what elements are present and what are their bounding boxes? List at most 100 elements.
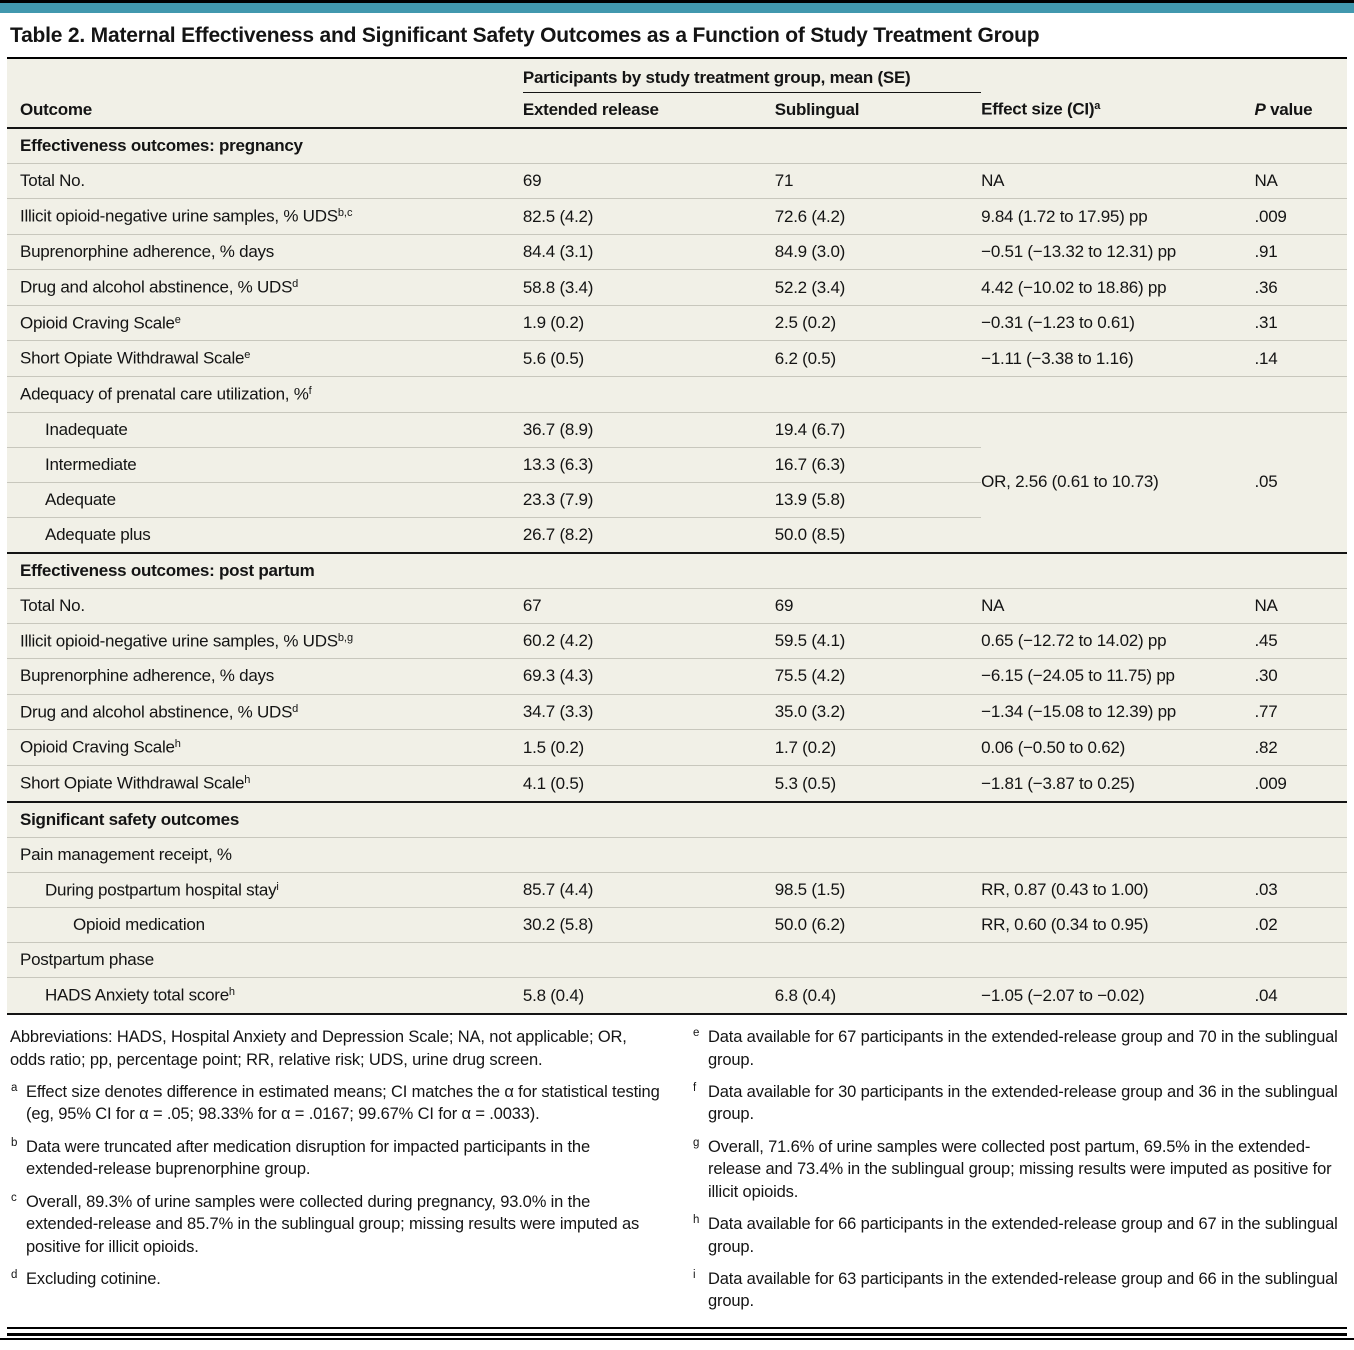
cell-extended-release: 82.5 (4.2): [522, 198, 775, 235]
cell-outcome: Opioid Craving Scalee: [7, 304, 523, 341]
cell-extended-release: 26.7 (8.2): [522, 516, 775, 553]
section-label: Effectiveness outcomes: pregnancy: [20, 136, 303, 156]
bottom-edge-rule: [0, 1338, 1354, 1341]
cell-sublingual: 50.0 (6.2): [774, 907, 982, 943]
table-row: Opioid Craving Scaleh 1.5 (0.2) 1.7 (0.2…: [7, 729, 1347, 766]
column-header-p-value: P value: [1254, 59, 1347, 130]
column-header-outcome: Outcome: [7, 59, 523, 130]
cell-effect-size: RR, 0.87 (0.43 to 1.00): [981, 871, 1255, 908]
table-row: Buprenorphine adherence, % days 69.3 (4.…: [7, 658, 1347, 694]
table-row: During postpartum hospital stayi 85.7 (4…: [7, 871, 1347, 908]
header-columns-row: Extended release Sublingual: [7, 92, 1347, 130]
cell-sublingual: 98.5 (1.5): [774, 871, 982, 908]
cell-p-value-merged: .05: [1254, 411, 1347, 553]
cell-p-value: NA: [1254, 587, 1347, 624]
cell-sublingual: 19.4 (6.7): [774, 411, 982, 448]
cell-effect-size: 9.84 (1.72 to 17.95) pp: [981, 198, 1255, 235]
table-row: Short Opiate Withdrawal Scaleh 4.1 (0.5)…: [7, 764, 1347, 802]
cell-extended-release: 5.6 (0.5): [522, 340, 775, 377]
cell-sublingual: 52.2 (3.4): [774, 268, 982, 306]
header-spanner-row: Outcome Participants by study treatment …: [7, 59, 1347, 130]
cell-sublingual: 16.7 (6.3): [774, 446, 982, 483]
cell-extended-release: 4.1 (0.5): [522, 764, 775, 802]
cell-sublingual: 6.8 (0.4): [774, 977, 982, 1015]
cell-p-value: .36: [1254, 268, 1347, 306]
accent-bar: [0, 3, 1354, 13]
cell-p-value: .03: [1254, 871, 1347, 908]
cell-outcome: Drug and alcohol abstinence, % UDSd: [7, 268, 523, 306]
abbreviations-note: Abbreviations: HADS, Hospital Anxiety an…: [10, 1028, 627, 1069]
footnotes-left-column: Abbreviations: HADS, Hospital Anxiety an…: [10, 1026, 662, 1323]
cell-extended-release: 1.9 (0.2): [522, 304, 775, 341]
footnote-b: b Data were truncated after medication di…: [11, 1136, 590, 1179]
footnote-g: g Overall, 71.6% of urine samples were co…: [693, 1136, 1332, 1201]
cell-p-value: .30: [1254, 658, 1347, 694]
table-row: Adequate plus 26.7 (8.2) 50.0 (8.5): [7, 516, 1347, 553]
table-title: Table 2. Maternal Effectiveness and Sign…: [10, 24, 1040, 47]
cell-p-value: .45: [1254, 622, 1347, 659]
cell-extended-release: 85.7 (4.4): [522, 871, 775, 908]
footnote-a: a Effect size denotes difference in estim…: [11, 1081, 660, 1124]
group-label: Pain management receipt, %: [7, 836, 1347, 873]
cell-effect-size: NA: [981, 587, 1255, 624]
cell-extended-release: 1.5 (0.2): [522, 729, 775, 766]
top-rule: [0, 0, 1354, 3]
table-row: Drug and alcohol abstinence, % UDSd 58.8…: [7, 268, 1347, 306]
outcomes-table: Outcome Participants by study treatment …: [7, 59, 1347, 1016]
cell-sublingual: 72.6 (4.2): [774, 198, 982, 235]
cell-sublingual: 75.5 (4.2): [774, 658, 982, 694]
cell-p-value: .82: [1254, 729, 1347, 766]
table-row: Adequate 23.3 (7.9) 13.9 (5.8): [7, 481, 1347, 518]
cell-effect-size: −1.11 (−3.38 to 1.16): [981, 340, 1255, 377]
footnote-d: d Excluding cotinine.: [11, 1269, 161, 1288]
table-row: Opioid Craving Scalee 1.9 (0.2) 2.5 (0.2…: [7, 304, 1347, 341]
table-row: Buprenorphine adherence, % days 84.4 (3.…: [7, 233, 1347, 270]
table-page: Table 2. Maternal Effectiveness and Sign…: [0, 13, 1354, 1338]
section-label: Effectiveness outcomes: post partum: [7, 551, 1347, 589]
footnotes: Abbreviations: HADS, Hospital Anxiety an…: [7, 1015, 1347, 1323]
cell-outcome: During postpartum hospital stayi: [7, 871, 523, 908]
section-row: Significant safety outcomes: [7, 800, 1347, 838]
cell-extended-release: 5.8 (0.4): [522, 977, 775, 1015]
cell-outcome: Short Opiate Withdrawal Scaleh: [7, 764, 523, 802]
cell-effect-size: 0.65 (−12.72 to 14.02) pp: [981, 622, 1255, 659]
cell-sublingual: 13.9 (5.8): [774, 481, 982, 518]
table-row: Short Opiate Withdrawal Scalee 5.6 (0.5)…: [7, 340, 1347, 377]
group-row: Adequacy of prenatal care utilization, %…: [7, 375, 1347, 413]
table-row: Intermediate 13.3 (6.3) 16.7 (6.3): [7, 446, 1347, 483]
table-row: Total No. 67 69 NA NA: [7, 587, 1347, 624]
cell-outcome: Total No.: [7, 587, 523, 624]
cell-outcome: Opioid medication: [7, 907, 523, 943]
column-header-sublingual: Sublingual: [774, 92, 982, 130]
cell-effect-size-merged: OR, 2.56 (0.61 to 10.73): [981, 411, 1255, 553]
table-row: Total No. 69 71 NA NA: [7, 163, 1347, 199]
cell-effect-size: 0.06 (−0.50 to 0.62): [981, 729, 1255, 766]
cell-outcome: Buprenorphine adherence, % days: [7, 233, 523, 270]
section-label: Significant safety outcomes: [7, 800, 1347, 838]
cell-extended-release: 84.4 (3.1): [522, 233, 775, 270]
cell-p-value: .91: [1254, 233, 1347, 270]
cell-effect-size: −1.81 (−3.87 to 0.25): [981, 764, 1255, 802]
cell-p-value: .009: [1254, 198, 1347, 235]
table-row: Opioid medication 30.2 (5.8) 50.0 (6.2) …: [7, 907, 1347, 943]
cell-p-value: .77: [1254, 693, 1347, 730]
column-group-header: Participants by study treatment group, m…: [522, 59, 982, 94]
cell-sublingual: 1.7 (0.2): [774, 729, 982, 766]
cell-p-value: NA: [1254, 163, 1347, 199]
section-row: Effectiveness outcomes: pregnancy: [7, 128, 1347, 164]
footnotes-right-column: e Data available for 67 participants in t…: [692, 1026, 1344, 1323]
cell-outcome: Buprenorphine adherence, % days: [7, 658, 523, 694]
cell-outcome: Adequate plus: [7, 516, 523, 553]
footnote-f: f Data available for 30 participants in t…: [693, 1081, 1338, 1124]
cell-extended-release: 13.3 (6.3): [522, 446, 775, 483]
cell-effect-size: −1.05 (−2.07 to −0.02): [981, 977, 1255, 1015]
cell-effect-size: NA: [981, 163, 1255, 199]
cell-outcome: Illicit opioid-negative urine samples, %…: [7, 622, 523, 659]
cell-outcome: HADS Anxiety total scoreh: [7, 977, 523, 1015]
cell-sublingual: 35.0 (3.2): [774, 693, 982, 730]
cell-extended-release: 30.2 (5.8): [522, 907, 775, 943]
cell-p-value: .14: [1254, 340, 1347, 377]
footnote-ref-a: a: [1094, 100, 1101, 113]
column-header-extended-release: Extended release: [522, 92, 775, 130]
cell-effect-size: −0.31 (−1.23 to 0.61): [981, 304, 1255, 341]
